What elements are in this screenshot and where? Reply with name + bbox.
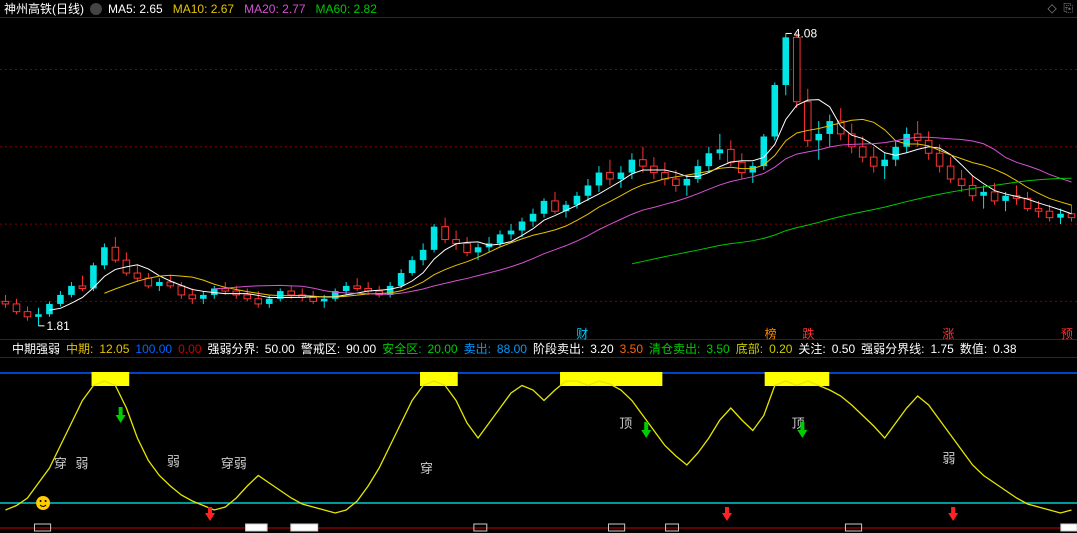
stock-title: 神州高铁(日线) — [4, 0, 84, 17]
marker-预: 预 — [1061, 325, 1073, 342]
ma10-label: MA10: 2.67 — [173, 2, 234, 16]
marker-财: 财 — [576, 325, 588, 342]
svg-text:穿: 穿 — [54, 456, 67, 471]
ma5-label: MA5: 2.65 — [108, 2, 163, 16]
marker-榜: 榜 — [765, 325, 777, 342]
chart-tools[interactable]: ◇ ⎘ — [1048, 1, 1074, 16]
svg-text:穿弱: 穿弱 — [221, 456, 247, 471]
candlestick-chart[interactable]: 4.081.81 财榜跌涨预 — [0, 18, 1077, 340]
marker-涨: 涨 — [942, 325, 954, 342]
svg-text:穿: 穿 — [420, 461, 433, 476]
marker-跌: 跌 — [802, 325, 814, 342]
indicator-header: 中期强弱中期:12.05100.000.00强弱分界:50.00警戒区:90.0… — [0, 340, 1077, 358]
svg-text:弱: 弱 — [167, 454, 180, 469]
ma20-label: MA20: 2.77 — [244, 2, 305, 16]
svg-text:弱: 弱 — [75, 456, 88, 471]
chart-header: 神州高铁(日线) MA5: 2.65 MA10: 2.67 MA20: 2.77… — [0, 0, 1077, 18]
ma60-label: MA60: 2.82 — [316, 2, 377, 16]
svg-text:弱: 弱 — [942, 451, 955, 466]
svg-text:4.08: 4.08 — [794, 26, 818, 40]
info-icon[interactable] — [90, 3, 102, 15]
indicator-chart[interactable]: 穿弱弱穿弱穿顶顶弱 — [0, 358, 1077, 533]
svg-text:顶: 顶 — [619, 416, 632, 431]
